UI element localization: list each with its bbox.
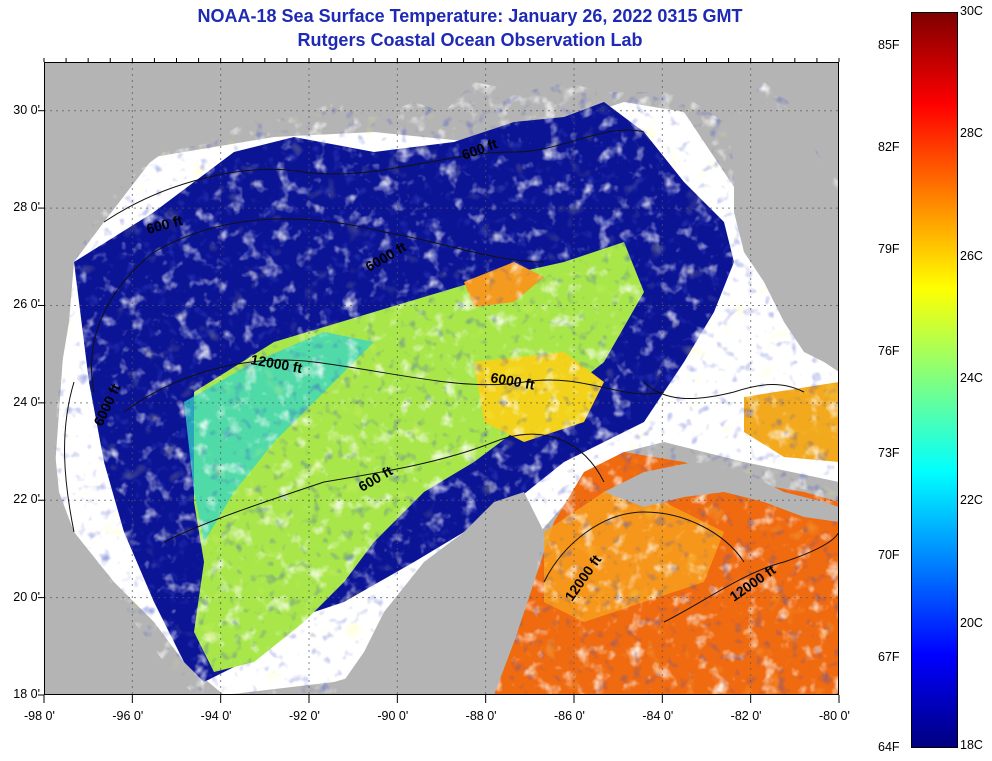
colorbar-f-label: 64F xyxy=(878,740,900,754)
colorbar-f-label: 73F xyxy=(878,445,900,460)
x-tick-label: -86 0' xyxy=(554,709,585,723)
colorbar xyxy=(911,12,958,748)
colorbar-f-label: 70F xyxy=(878,547,900,562)
x-tick-label: -96 0' xyxy=(112,709,144,723)
colorbar-c-label: 30C xyxy=(960,4,983,18)
mexico-west-coast xyxy=(44,262,194,695)
map-title: NOAA-18 Sea Surface Temperature: January… xyxy=(197,6,743,26)
florida xyxy=(724,102,839,362)
sst-map-svg: 600 ft 600 ft 6000 ft 12000 ft 6000 ft 6… xyxy=(44,62,839,695)
graticule xyxy=(44,62,839,695)
x-tick-label: -92 0' xyxy=(289,709,320,723)
y-tick-label: 18 0' xyxy=(13,687,40,701)
y-tick-label: 22 0' xyxy=(13,492,40,507)
x-tick-label: -80 0' xyxy=(819,709,850,723)
colorbar-f-label: 76F xyxy=(878,343,900,358)
x-tick-label: -90 0' xyxy=(377,709,409,723)
colorbar-f-label: 79F xyxy=(878,241,900,256)
y-tick-label: 20 0' xyxy=(13,589,40,604)
colorbar-c-label: 18C xyxy=(960,738,983,752)
colorbar-f-label: 82F xyxy=(878,139,900,154)
y-tick-label: 30 0' xyxy=(13,102,40,117)
colorbar-f-label: 85F xyxy=(878,37,900,52)
y-tick-label: 28 0' xyxy=(13,200,40,215)
isobath-label: 6000 ft xyxy=(489,369,536,393)
y-tick-label: 26 0' xyxy=(13,297,40,312)
colorbar-c-label: 22C xyxy=(960,493,983,508)
y-tick-label: 24 0' xyxy=(13,394,40,409)
x-tick-label: -94 0' xyxy=(200,709,232,723)
sst-map: 600 ft 600 ft 6000 ft 12000 ft 6000 ft 6… xyxy=(44,62,839,695)
x-tick-label: -98 0' xyxy=(24,709,55,723)
map-subtitle: Rutgers Coastal Ocean Observation Lab xyxy=(297,30,643,50)
colorbar-c-label: 28C xyxy=(960,126,983,141)
yucatan xyxy=(334,492,544,695)
x-tick-label: -82 0' xyxy=(730,709,762,723)
us-gulf-coast xyxy=(44,62,839,272)
colorbar-c-label: 26C xyxy=(960,248,983,263)
colorbar-f-label: 67F xyxy=(878,649,900,664)
map-border xyxy=(44,62,839,695)
colorbar-c-label: 20C xyxy=(960,615,983,630)
isobath-contours xyxy=(64,129,839,623)
colorbar-c-label: 24C xyxy=(960,371,983,385)
x-tick-label: -88 0' xyxy=(465,709,497,723)
x-tick-label: -84 0' xyxy=(642,709,674,723)
